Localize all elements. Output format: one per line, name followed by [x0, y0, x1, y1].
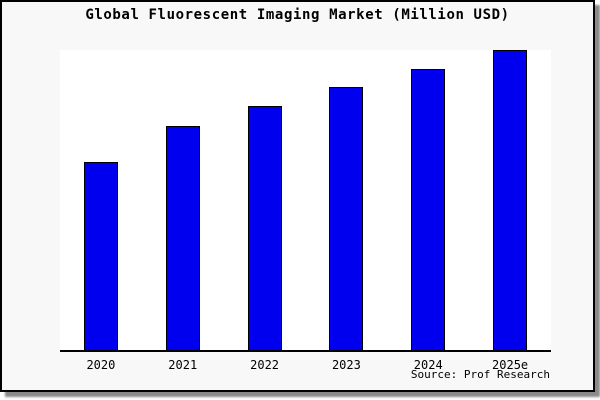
chart-window: Global Fluorescent Imaging Market (Milli…: [0, 0, 595, 392]
bar-2022: [247, 106, 282, 350]
plot-area: [60, 50, 551, 352]
bar-2020: [83, 161, 118, 350]
x-tick-label-2025e: 2025e: [492, 358, 529, 372]
x-tick-label-2023: 2023: [331, 358, 361, 372]
x-tick-label-2022: 2022: [250, 358, 280, 372]
bar-2025e: [493, 50, 528, 350]
x-tick-label-2024: 2024: [413, 358, 443, 372]
bar-2021: [165, 125, 200, 350]
x-tick-label-2020: 2020: [86, 358, 116, 372]
source-credit: Source: Prof Research: [410, 368, 550, 381]
bar-2023: [329, 86, 364, 350]
bar-2024: [411, 68, 446, 350]
chart-title: Global Fluorescent Imaging Market (Milli…: [85, 7, 510, 23]
x-axis-labels: 2020 2021 2022 2023 2024 2025e: [60, 358, 551, 373]
x-tick-label-2021: 2021: [168, 358, 198, 372]
